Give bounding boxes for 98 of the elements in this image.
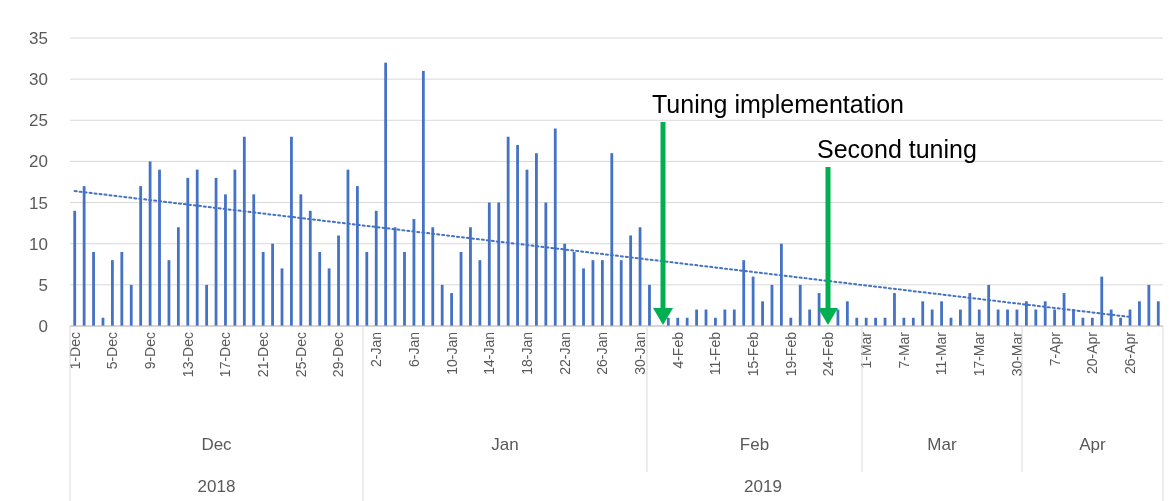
bar xyxy=(808,309,812,326)
y-tick-label: 5 xyxy=(38,275,48,295)
x-tick-label: 24-Feb xyxy=(820,331,837,377)
bar xyxy=(959,309,962,326)
x-tick-label: 15-Feb xyxy=(745,331,762,377)
bar xyxy=(732,309,736,326)
bar xyxy=(789,317,793,326)
bar xyxy=(1156,301,1160,326)
x-tick-label: 22-Jan xyxy=(556,332,573,375)
bar xyxy=(365,251,369,326)
x-tick-label: 26-Jan xyxy=(594,332,611,375)
x-tick-label: 7-Mar xyxy=(895,331,912,369)
bar xyxy=(1138,301,1141,326)
bar xyxy=(1006,309,1009,326)
bar xyxy=(648,284,651,326)
bar xyxy=(845,301,849,326)
bar xyxy=(911,317,915,326)
bar xyxy=(714,317,717,326)
bar xyxy=(327,268,331,326)
bar xyxy=(874,317,878,326)
x-tick-label: 30-Mar xyxy=(1008,331,1025,377)
x-tick-label: 19-Feb xyxy=(782,331,799,377)
bar xyxy=(685,317,689,326)
bar xyxy=(478,260,482,326)
x-tick-label: 9-Dec xyxy=(141,332,158,370)
text: Mar xyxy=(927,435,957,454)
bar xyxy=(940,301,943,326)
bar xyxy=(751,276,755,326)
text: Feb xyxy=(739,435,770,454)
x-tick-label: 29-Dec xyxy=(330,332,347,378)
bar xyxy=(855,317,859,326)
bar xyxy=(977,309,981,326)
bar xyxy=(695,309,698,326)
bar xyxy=(864,317,868,326)
bar xyxy=(440,284,444,326)
x-tick-label: 6-Jan xyxy=(405,332,422,368)
x-tick-label: 7-Apr xyxy=(1046,331,1063,367)
bar xyxy=(129,284,133,326)
text: Dec xyxy=(201,435,233,454)
x-tick-label: 4-Feb xyxy=(669,331,686,369)
annotation: Tuning implementation xyxy=(652,90,904,118)
y-tick-label: 30 xyxy=(29,70,48,90)
x-tick-label: 11-Mar xyxy=(933,331,950,376)
bar xyxy=(619,260,623,326)
bar xyxy=(1147,284,1151,326)
bar xyxy=(582,268,585,326)
x-tick-label: 2-Jan xyxy=(368,332,385,368)
x-tick-label: 1-Mar xyxy=(858,331,875,369)
x-tick-label: 18-Jan xyxy=(518,332,535,375)
bar xyxy=(92,251,95,326)
bar xyxy=(73,210,77,326)
bar xyxy=(723,309,727,326)
bar xyxy=(996,309,1000,326)
x-tick-label: 5-Dec xyxy=(104,332,121,370)
bar xyxy=(261,251,265,326)
bar xyxy=(318,251,322,326)
bar xyxy=(450,293,454,326)
bar xyxy=(120,251,124,326)
x-tick-label: 1-Dec xyxy=(66,332,83,370)
x-tick-label: 11-Feb xyxy=(707,331,724,376)
bar xyxy=(176,227,180,326)
bar xyxy=(111,260,114,326)
bar xyxy=(921,301,925,326)
bar xyxy=(205,284,209,326)
bar xyxy=(600,260,604,326)
bar xyxy=(403,251,406,326)
bar xyxy=(798,284,802,326)
x-tick-label: 25-Dec xyxy=(292,332,309,378)
x-tick-label: 17-Dec xyxy=(217,332,234,378)
y-tick-label: 35 xyxy=(29,28,48,48)
bar xyxy=(893,293,896,326)
bar xyxy=(761,301,764,326)
bar xyxy=(666,317,670,326)
bar xyxy=(1090,317,1094,326)
text: Apr xyxy=(1079,435,1107,454)
y-tick-label: 10 xyxy=(29,234,48,254)
x-tick-label: 17-Mar xyxy=(971,331,988,377)
y-tick-label: 25 xyxy=(29,111,48,131)
y-tick-label: 0 xyxy=(38,316,48,336)
x-tick-label: 21-Dec xyxy=(255,332,272,378)
x-tick-label: 13-Dec xyxy=(179,332,196,378)
x-tick-label: 10-Jan xyxy=(443,332,460,375)
y-tick-label: 15 xyxy=(29,193,48,213)
x-tick-label: 26-Apr xyxy=(1121,331,1138,375)
bar xyxy=(902,317,906,326)
text: 2018 xyxy=(197,477,236,496)
bar xyxy=(676,317,680,326)
x-tick-label: 14-Jan xyxy=(481,332,498,375)
x-tick-label: 20-Apr xyxy=(1084,331,1101,375)
text: Jan xyxy=(491,435,519,454)
x-tick-label: 30-Jan xyxy=(631,332,648,375)
bar xyxy=(271,243,274,326)
y-tick-label: 20 xyxy=(29,152,48,172)
text: 2019 xyxy=(744,477,782,496)
bar xyxy=(930,309,934,326)
bar xyxy=(1034,309,1038,326)
annotation: Second tuning xyxy=(817,135,977,163)
bar xyxy=(337,235,340,326)
